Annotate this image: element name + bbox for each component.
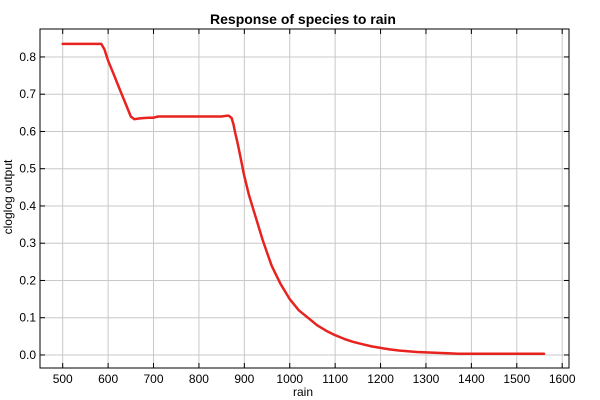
x-axis-label: rain <box>293 385 313 399</box>
x-tick-label: 700 <box>144 372 164 386</box>
y-tick-label: 0.6 <box>19 124 36 138</box>
y-tick-label: 0.4 <box>19 199 36 213</box>
x-tick-label: 1200 <box>367 372 394 386</box>
series-line <box>61 42 546 356</box>
x-tick-label: 1100 <box>322 372 348 386</box>
y-axis-label: cloglog output <box>1 159 15 234</box>
y-tick-label: 0.8 <box>19 50 36 64</box>
series-layer <box>61 42 546 356</box>
x-tick-label: 1000 <box>276 372 303 386</box>
y-tick-label: 0.3 <box>19 236 36 250</box>
y-tick-label: 0.5 <box>19 162 36 176</box>
x-tick-label: 1500 <box>503 372 530 386</box>
x-tick-label: 600 <box>98 372 118 386</box>
x-tick-label: 1600 <box>549 372 576 386</box>
axis-ticks: 500 600 700 800 900 1000 1100 1200 1300 1400 1500 1… <box>19 29 576 386</box>
y-tick-label: 0.7 <box>19 87 36 101</box>
x-tick-label: 1300 <box>413 372 440 386</box>
y-tick-label: 0.0 <box>19 348 36 362</box>
y-tick-label: 0.2 <box>19 273 36 287</box>
x-tick-label: 800 <box>189 372 209 386</box>
y-tick-label: 0.1 <box>19 311 36 325</box>
x-tick-label: 900 <box>234 372 254 386</box>
chart-title: Response of species to rain <box>210 11 396 27</box>
x-tick-label: 1400 <box>458 372 485 386</box>
x-tick-label: 500 <box>53 372 73 386</box>
plot-frame <box>39 28 570 369</box>
